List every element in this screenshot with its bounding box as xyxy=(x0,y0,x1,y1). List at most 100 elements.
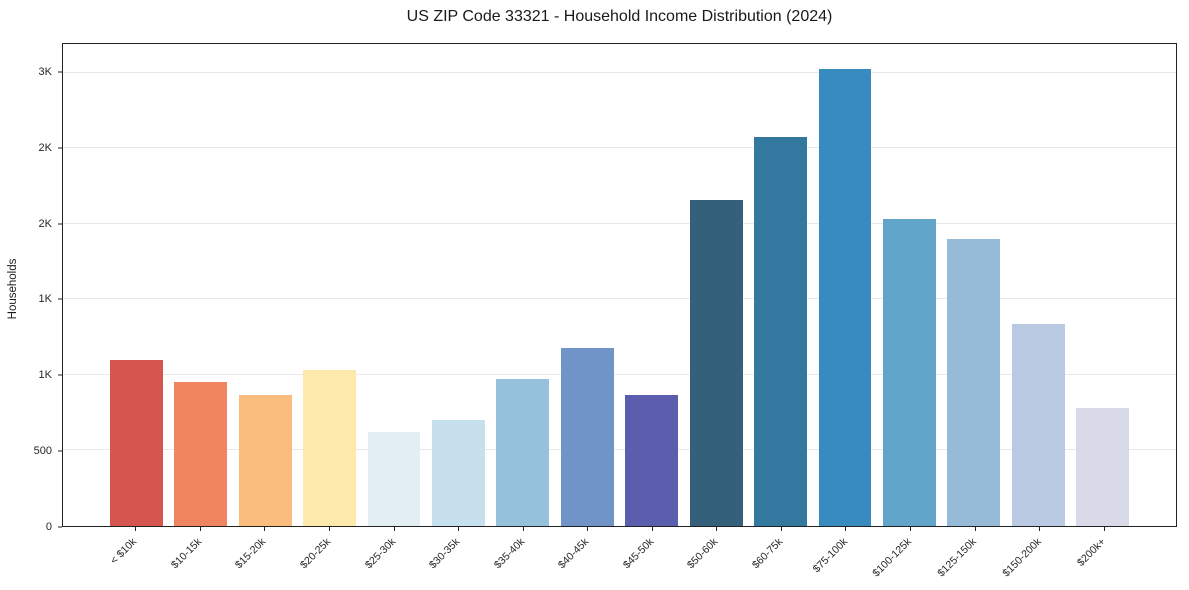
x-tick-label: $100-125k xyxy=(870,535,915,580)
x-tick-slot: $45-50k xyxy=(620,527,685,590)
x-tick-label: $35-40k xyxy=(491,535,527,572)
x-axis: < $10k $10-15k $15-20k $20-25k $25-30k $30-35… xyxy=(62,527,1177,590)
y-tick-label: 2K xyxy=(38,217,52,230)
x-tick-label: $20-25k xyxy=(297,535,334,572)
x-tick-slot: $75-100k xyxy=(810,527,878,590)
bar-slot xyxy=(426,44,490,526)
y-tick-label: 0 xyxy=(45,521,52,533)
y-tick-label: 2K xyxy=(38,141,52,154)
bar-slot xyxy=(1006,44,1070,526)
x-tick-slot: $150-200k xyxy=(1000,527,1072,590)
x-tick-mark xyxy=(780,527,782,531)
x-tick-label: $150-200k xyxy=(999,535,1044,580)
y-tick-mark xyxy=(58,526,62,528)
bar-$25-30k xyxy=(367,431,421,526)
bar-$200k+ xyxy=(1076,408,1130,526)
bar-$150-200k xyxy=(1011,324,1065,526)
x-tick-slot: < $10k xyxy=(103,527,168,590)
x-tick-slot: $15-20k xyxy=(232,527,297,590)
x-tick-mark xyxy=(974,527,976,531)
y-tick-label: 3K xyxy=(38,65,52,78)
x-tick-label: $75-100k xyxy=(810,535,850,576)
bar-slot xyxy=(620,44,684,526)
bars xyxy=(63,44,1176,526)
y-tick-mark xyxy=(58,450,62,452)
x-tick-slot: $40-45k xyxy=(555,527,620,590)
bar-$125-150k xyxy=(947,238,1001,526)
x-tick-mark xyxy=(716,527,718,531)
bar-$15-20k xyxy=(238,394,292,526)
bar-$100-125k xyxy=(883,219,936,526)
chart-title: US ZIP Code 33321 - Household Income Dis… xyxy=(406,8,833,25)
bar-slot xyxy=(362,44,426,526)
x-tick-slot: $60-75k xyxy=(749,527,814,590)
x-tick-label: < $10k xyxy=(108,535,140,567)
bar-slot xyxy=(877,44,941,526)
bar-$20-25k xyxy=(303,370,356,526)
y-tick-label: 1K xyxy=(38,293,52,306)
x-tick-slot: $20-25k xyxy=(297,527,362,590)
x-tick-mark xyxy=(910,527,912,531)
gridline xyxy=(63,373,1176,375)
gridline xyxy=(63,71,1176,73)
plot-area xyxy=(62,43,1177,527)
bar-$10-15k xyxy=(174,382,228,526)
x-tick-mark xyxy=(328,527,330,531)
y-axis: 0 500 1K 1K 2K 2K 3K xyxy=(0,43,62,533)
bar-slot xyxy=(555,44,619,526)
x-tick-label: $25-30k xyxy=(362,535,398,572)
bar-< $10k xyxy=(109,359,163,526)
y-tick-label: 1K xyxy=(38,369,52,382)
y-tick-mark xyxy=(58,147,62,149)
x-tick-label: $45-50k xyxy=(620,535,657,572)
y-tick-mark xyxy=(58,71,62,73)
bar-slot xyxy=(813,44,877,526)
x-tick-mark xyxy=(845,527,847,531)
y-tick-mark xyxy=(58,374,62,376)
y-tick-mark xyxy=(58,298,62,300)
gridline xyxy=(63,222,1176,224)
x-tick-mark xyxy=(264,527,266,531)
bar-slot xyxy=(168,44,232,526)
bar-slot xyxy=(491,44,555,526)
bar-$30-35k xyxy=(431,420,485,526)
x-tick-slot: $125-150k xyxy=(935,527,1007,590)
x-tick-mark xyxy=(199,527,201,531)
bar-$75-100k xyxy=(818,68,872,526)
bar-$35-40k xyxy=(496,379,550,526)
x-tick-mark xyxy=(587,527,589,531)
x-tick-mark xyxy=(522,527,524,531)
x-tick-mark xyxy=(651,527,653,531)
x-tick-slot: $30-35k xyxy=(426,527,491,590)
gridline xyxy=(63,449,1176,451)
gridline xyxy=(63,298,1176,300)
x-tick-slot: $35-40k xyxy=(490,527,555,590)
x-tick-mark xyxy=(135,527,137,531)
bar-slot xyxy=(104,44,168,526)
bar-slot xyxy=(748,44,812,526)
bar-$45-50k xyxy=(625,394,679,526)
x-tick-label: $200k+ xyxy=(1074,535,1108,569)
x-tick-slot: $100-125k xyxy=(871,527,943,590)
x-tick-mark xyxy=(1103,527,1105,531)
y-tick-mark xyxy=(58,223,62,225)
x-tick-label: $30-35k xyxy=(427,535,463,572)
bar-$60-75k xyxy=(754,136,807,526)
x-tick-label: $40-45k xyxy=(556,535,592,572)
x-tick-label: $15-20k xyxy=(233,535,269,572)
x-tick-slot: $200k+ xyxy=(1071,527,1136,590)
x-tick-label: $125-150k xyxy=(935,535,979,580)
x-tick-label: $50-60k xyxy=(685,535,721,572)
bar-slot xyxy=(684,44,748,526)
x-tick-label: $10-15k xyxy=(168,535,205,572)
bar-slot xyxy=(942,44,1006,526)
x-tick-label: $60-75k xyxy=(749,535,786,572)
x-tick-mark xyxy=(1039,527,1041,531)
x-tick-slot: $10-15k xyxy=(168,527,233,590)
x-tick-mark xyxy=(458,527,460,531)
bar-slot xyxy=(233,44,297,526)
bar-slot xyxy=(1071,44,1135,526)
bar-slot xyxy=(297,44,361,526)
x-tick-slot: $50-60k xyxy=(684,527,749,590)
